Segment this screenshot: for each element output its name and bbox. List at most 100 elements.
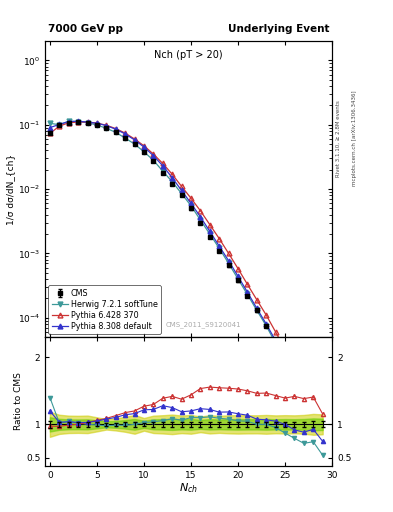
- Herwig 7.2.1 softTune: [141, 148, 146, 155]
- Herwig 7.2.1 softTune: [66, 118, 71, 124]
- Pythia 6.428 370: [132, 136, 137, 142]
- Pythia 8.308 default: [226, 258, 231, 264]
- Line: Pythia 8.308 default: Pythia 8.308 default: [48, 119, 325, 450]
- Line: Herwig 7.2.1 softTune: Herwig 7.2.1 softTune: [48, 119, 325, 459]
- Pythia 8.308 default: [236, 273, 241, 280]
- Herwig 7.2.1 softTune: [76, 118, 81, 124]
- Herwig 7.2.1 softTune: [114, 130, 118, 136]
- Pythia 6.428 370: [160, 160, 165, 166]
- Pythia 8.308 default: [189, 200, 193, 206]
- Herwig 7.2.1 softTune: [311, 424, 316, 430]
- Herwig 7.2.1 softTune: [292, 380, 297, 387]
- Herwig 7.2.1 softTune: [245, 291, 250, 297]
- Herwig 7.2.1 softTune: [273, 340, 278, 347]
- Pythia 6.428 370: [76, 119, 81, 125]
- Herwig 7.2.1 softTune: [104, 125, 109, 132]
- Pythia 8.308 default: [160, 163, 165, 169]
- Herwig 7.2.1 softTune: [179, 190, 184, 197]
- Herwig 7.2.1 softTune: [85, 120, 90, 126]
- Pythia 6.428 370: [264, 312, 268, 318]
- Pythia 6.428 370: [245, 281, 250, 287]
- Herwig 7.2.1 softTune: [301, 402, 306, 409]
- Pythia 6.428 370: [85, 119, 90, 125]
- Herwig 7.2.1 softTune: [151, 157, 156, 163]
- Pythia 6.428 370: [236, 266, 241, 272]
- Pythia 8.308 default: [95, 120, 99, 126]
- Herwig 7.2.1 softTune: [132, 141, 137, 147]
- Pythia 8.308 default: [141, 144, 146, 150]
- Pythia 8.308 default: [273, 337, 278, 344]
- Pythia 6.428 370: [57, 123, 62, 129]
- Pythia 8.308 default: [132, 137, 137, 143]
- X-axis label: $N_{ch}$: $N_{ch}$: [179, 481, 198, 495]
- Legend: CMS, Herwig 7.2.1 softTune, Pythia 6.428 370, Pythia 8.308 default: CMS, Herwig 7.2.1 softTune, Pythia 6.428…: [48, 285, 161, 334]
- Pythia 8.308 default: [170, 175, 174, 181]
- Pythia 8.308 default: [292, 376, 297, 382]
- Text: Underlying Event: Underlying Event: [228, 24, 329, 34]
- Pythia 6.428 370: [320, 432, 325, 438]
- Pythia 6.428 370: [123, 130, 127, 136]
- Pythia 6.428 370: [114, 125, 118, 132]
- Pythia 6.428 370: [189, 195, 193, 201]
- Pythia 8.308 default: [301, 397, 306, 403]
- Pythia 6.428 370: [273, 329, 278, 335]
- Pythia 8.308 default: [198, 214, 203, 220]
- Pythia 6.428 370: [255, 297, 259, 303]
- Pythia 6.428 370: [226, 250, 231, 257]
- Herwig 7.2.1 softTune: [48, 120, 52, 126]
- Pythia 6.428 370: [66, 120, 71, 126]
- Pythia 8.308 default: [255, 305, 259, 311]
- Herwig 7.2.1 softTune: [57, 122, 62, 128]
- Pythia 8.308 default: [208, 228, 212, 234]
- Pythia 6.428 370: [179, 183, 184, 189]
- Pythia 8.308 default: [123, 131, 127, 137]
- Line: Pythia 6.428 370: Pythia 6.428 370: [48, 120, 325, 438]
- Pythia 8.308 default: [311, 418, 316, 424]
- Pythia 6.428 370: [198, 208, 203, 214]
- Herwig 7.2.1 softTune: [283, 360, 287, 366]
- Text: CMS_2011_S9120041: CMS_2011_S9120041: [165, 322, 241, 328]
- Pythia 8.308 default: [76, 118, 81, 124]
- Pythia 6.428 370: [104, 122, 109, 129]
- Pythia 6.428 370: [141, 143, 146, 149]
- Herwig 7.2.1 softTune: [189, 203, 193, 209]
- Pythia 8.308 default: [104, 122, 109, 129]
- Herwig 7.2.1 softTune: [170, 179, 174, 185]
- Pythia 6.428 370: [283, 347, 287, 353]
- Pythia 6.428 370: [292, 364, 297, 370]
- Herwig 7.2.1 softTune: [217, 245, 222, 251]
- Pythia 8.308 default: [114, 126, 118, 132]
- Herwig 7.2.1 softTune: [255, 307, 259, 313]
- Y-axis label: Ratio to CMS: Ratio to CMS: [14, 373, 23, 431]
- Herwig 7.2.1 softTune: [320, 454, 325, 460]
- Pythia 6.428 370: [151, 151, 156, 157]
- Herwig 7.2.1 softTune: [123, 135, 127, 141]
- Pythia 8.308 default: [217, 243, 222, 249]
- Text: Nch (pT > 20): Nch (pT > 20): [154, 50, 223, 60]
- Text: mcplots.cern.ch [arXiv:1306.3436]: mcplots.cern.ch [arXiv:1306.3436]: [352, 91, 357, 186]
- Herwig 7.2.1 softTune: [208, 231, 212, 237]
- Pythia 6.428 370: [208, 222, 212, 228]
- Pythia 8.308 default: [66, 118, 71, 124]
- Y-axis label: 1/σ dσ/dN_{ch}: 1/σ dσ/dN_{ch}: [6, 154, 15, 225]
- Herwig 7.2.1 softTune: [95, 122, 99, 128]
- Herwig 7.2.1 softTune: [198, 217, 203, 223]
- Pythia 8.308 default: [48, 124, 52, 131]
- Pythia 6.428 370: [48, 131, 52, 137]
- Pythia 8.308 default: [245, 289, 250, 295]
- Herwig 7.2.1 softTune: [226, 260, 231, 266]
- Pythia 6.428 370: [217, 236, 222, 242]
- Herwig 7.2.1 softTune: [160, 168, 165, 174]
- Pythia 6.428 370: [311, 406, 316, 412]
- Pythia 6.428 370: [170, 171, 174, 177]
- Pythia 8.308 default: [179, 187, 184, 194]
- Text: Rivet 3.1.10, ≥ 2.8M events: Rivet 3.1.10, ≥ 2.8M events: [336, 100, 341, 177]
- Pythia 6.428 370: [95, 120, 99, 126]
- Pythia 6.428 370: [301, 385, 306, 391]
- Pythia 8.308 default: [57, 121, 62, 127]
- Herwig 7.2.1 softTune: [264, 323, 268, 329]
- Pythia 8.308 default: [283, 356, 287, 362]
- Pythia 8.308 default: [85, 119, 90, 125]
- Text: 7000 GeV pp: 7000 GeV pp: [48, 24, 123, 34]
- Pythia 8.308 default: [320, 444, 325, 451]
